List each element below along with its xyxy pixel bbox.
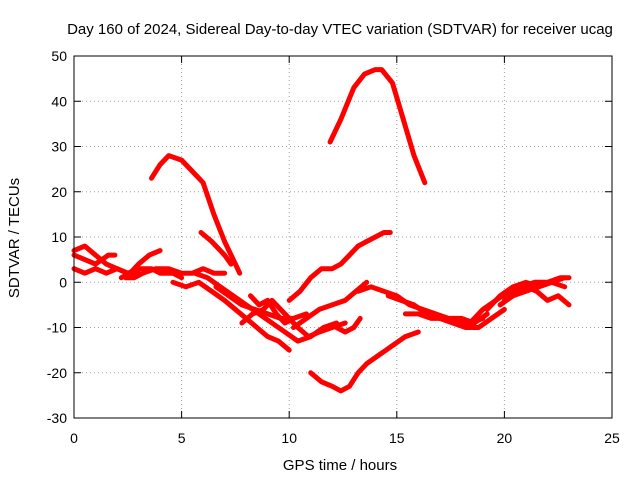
series-line-arc-18 — [308, 329, 421, 394]
series-line-arc-13 — [248, 293, 296, 326]
series-line-arc-25 — [497, 279, 568, 308]
y-tick-label: 10 — [51, 229, 67, 245]
axis-ticks: 0 5 10 15 20 25 -30 -20 -10 0 10 20 30 40 50 — [47, 48, 620, 446]
data-series — [71, 67, 572, 394]
y-axis-label: SDTVAR / TECUs — [6, 178, 23, 298]
series-line-arc-14 — [286, 243, 361, 303]
series-line-arc-06 — [118, 248, 163, 281]
y-tick-label: -20 — [47, 365, 67, 381]
y-tick-label: 40 — [51, 93, 67, 109]
x-tick-label: 15 — [389, 430, 405, 446]
chart-title: Day 160 of 2024, Sidereal Day-to-day VTE… — [67, 21, 613, 38]
y-tick-label: 20 — [51, 184, 67, 200]
y-tick-label: 0 — [59, 274, 67, 290]
series-line-arc-04 — [71, 252, 118, 267]
series-line-arc-15 — [355, 230, 393, 249]
y-tick-label: 30 — [51, 139, 67, 155]
x-axis-label: GPS time / hours — [283, 457, 397, 474]
series-line-arc-07 — [123, 266, 228, 281]
series-line-arc-08 — [170, 279, 292, 353]
x-tick-label: 0 — [70, 430, 78, 446]
x-tick-label: 20 — [497, 430, 513, 446]
series-line-arc-10 — [198, 230, 234, 267]
x-tick-label: 5 — [178, 430, 186, 446]
y-tick-label: -10 — [47, 320, 67, 336]
series-line-arc-01 — [149, 153, 243, 276]
y-tick-label: 50 — [51, 48, 67, 64]
y-tick-label: -30 — [47, 410, 67, 426]
series-line-arc-02 — [327, 67, 428, 186]
x-tick-label: 25 — [604, 430, 620, 446]
series-line-arc-24 — [501, 284, 572, 308]
x-tick-label: 10 — [281, 430, 297, 446]
series-line-arc-17 — [334, 315, 363, 335]
